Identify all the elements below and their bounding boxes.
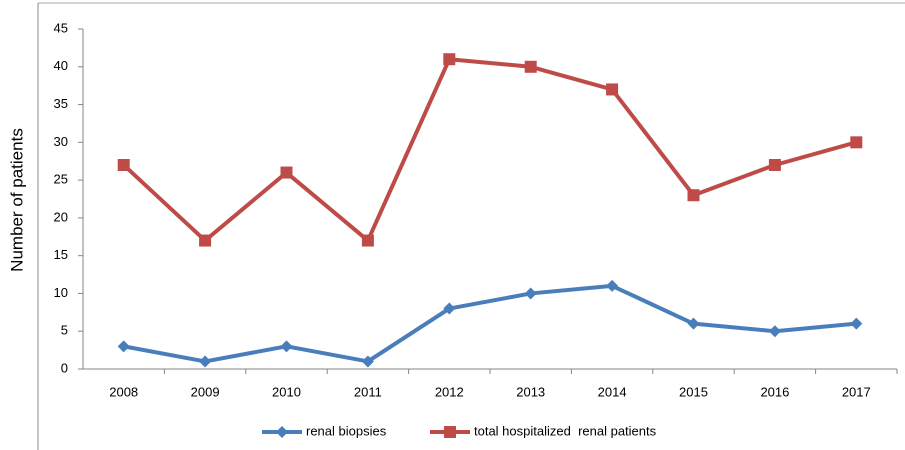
series-line (123, 283, 857, 364)
data-point (524, 287, 537, 300)
legend-marker (444, 426, 456, 438)
x-tick-label: 2015 (679, 384, 708, 399)
x-tick-label: 2014 (598, 384, 627, 399)
y-tick-label: 0 (61, 360, 68, 375)
y-tick-label: 35 (54, 96, 68, 111)
data-point (280, 340, 293, 353)
x-tick-label: 2008 (109, 384, 138, 399)
legend-label: renal biopsies (306, 423, 387, 438)
data-point (443, 302, 456, 315)
data-point (687, 189, 700, 202)
y-tick-label: 15 (54, 247, 68, 262)
x-tick-label: 2012 (435, 384, 464, 399)
y-tick-label: 10 (54, 285, 68, 300)
x-tick-label: 2010 (272, 384, 301, 399)
data-point (606, 279, 619, 292)
data-point (687, 317, 700, 330)
data-point (199, 234, 212, 247)
data-point (768, 159, 781, 171)
x-tick-label: 2016 (760, 384, 789, 399)
y-tick-label: 5 (61, 323, 68, 338)
y-tick-label: 30 (54, 134, 68, 149)
x-tick-label: 2009 (191, 384, 220, 399)
x-tick-label: 2017 (842, 384, 871, 399)
data-point (443, 53, 456, 66)
y-axis-title: Number of patients (7, 128, 26, 272)
x-tick-label: 2011 (354, 384, 382, 399)
data-point (850, 317, 863, 330)
legend-label: total hospitalized renal patients (474, 423, 657, 438)
legend-marker (276, 426, 288, 438)
data-point (117, 340, 130, 353)
y-tick-label: 40 (54, 58, 68, 73)
y-tick-label: 25 (54, 172, 68, 187)
data-point (768, 325, 781, 338)
data-point (606, 83, 619, 96)
data-point (361, 355, 374, 368)
data-point (199, 355, 212, 368)
x-tick-label: 2013 (516, 384, 545, 399)
data-point (361, 234, 374, 247)
series-line (122, 57, 857, 243)
data-point (117, 159, 130, 171)
y-tick-label: 45 (54, 20, 68, 35)
data-point (850, 136, 863, 149)
data-point (280, 166, 293, 179)
data-point (524, 60, 537, 73)
y-tick-label: 20 (54, 209, 68, 224)
